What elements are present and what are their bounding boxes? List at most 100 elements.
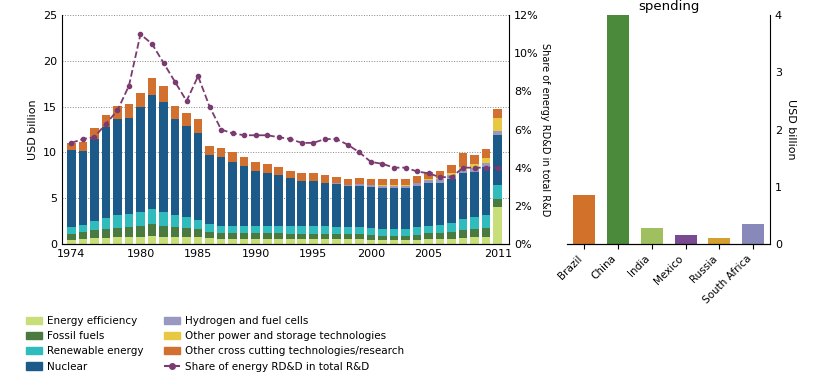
Bar — [102, 229, 110, 239]
Title: 2008 non-IEA country
spending: 2008 non-IEA country spending — [595, 0, 740, 13]
Bar — [493, 135, 501, 185]
Bar — [251, 226, 260, 233]
Bar — [481, 167, 490, 215]
Bar — [125, 104, 133, 118]
Bar — [182, 113, 191, 126]
Bar — [493, 185, 501, 199]
Bar — [355, 184, 363, 186]
Bar — [481, 237, 490, 244]
Bar — [320, 175, 329, 182]
Bar — [136, 107, 145, 212]
Bar — [493, 109, 501, 118]
Bar — [390, 186, 398, 188]
Bar — [182, 126, 191, 217]
Bar — [332, 184, 340, 227]
Bar — [401, 179, 409, 185]
Bar — [263, 173, 271, 226]
Bar — [366, 235, 375, 240]
Bar — [113, 216, 122, 228]
Bar — [707, 238, 729, 244]
Bar — [343, 179, 351, 185]
Bar — [79, 232, 87, 239]
Bar — [170, 237, 179, 244]
Bar — [493, 131, 501, 135]
Bar — [343, 186, 351, 227]
Bar — [263, 164, 271, 173]
Bar — [136, 93, 145, 107]
Bar — [285, 234, 294, 239]
Bar — [285, 178, 294, 226]
Bar — [240, 239, 248, 244]
Bar — [205, 155, 213, 224]
Bar — [390, 229, 398, 235]
Bar — [458, 219, 467, 230]
Bar — [355, 227, 363, 234]
Bar — [423, 226, 433, 233]
Bar — [435, 178, 444, 179]
Bar — [228, 239, 237, 244]
Bar — [674, 235, 696, 244]
Bar — [113, 228, 122, 237]
Bar — [378, 188, 386, 229]
Bar — [194, 120, 202, 133]
Bar — [606, 15, 629, 244]
Bar — [390, 179, 398, 185]
Bar — [240, 226, 248, 233]
Bar — [90, 221, 98, 230]
Bar — [447, 239, 456, 244]
Bar — [102, 218, 110, 229]
Bar — [217, 226, 225, 233]
Bar — [435, 171, 444, 178]
Bar — [217, 233, 225, 239]
Bar — [378, 235, 386, 240]
Bar — [205, 146, 213, 155]
Bar — [320, 226, 329, 234]
Bar — [412, 240, 421, 244]
Bar — [308, 173, 318, 181]
Bar — [343, 227, 351, 234]
Bar — [390, 188, 398, 229]
Bar — [263, 239, 271, 244]
Bar — [423, 171, 433, 179]
Y-axis label: Share of energy RD&D in total R&D: Share of energy RD&D in total R&D — [539, 43, 549, 216]
Bar — [401, 240, 409, 244]
Bar — [285, 239, 294, 244]
Bar — [79, 225, 87, 232]
Bar — [401, 235, 409, 240]
Bar — [390, 240, 398, 244]
Bar — [470, 164, 478, 168]
Bar — [147, 95, 156, 209]
Bar — [378, 186, 386, 188]
Bar — [481, 149, 490, 158]
Bar — [378, 229, 386, 235]
Bar — [366, 179, 375, 185]
Bar — [355, 178, 363, 184]
Bar — [343, 234, 351, 239]
Bar — [285, 226, 294, 234]
Bar — [297, 173, 306, 181]
Bar — [320, 182, 329, 226]
Bar — [412, 235, 421, 240]
Bar — [170, 216, 179, 227]
Bar — [125, 237, 133, 244]
Bar — [493, 199, 501, 207]
Bar — [401, 185, 409, 186]
Bar — [458, 173, 467, 219]
Bar — [378, 185, 386, 186]
Bar — [182, 228, 191, 237]
Bar — [447, 165, 456, 173]
Bar — [355, 234, 363, 239]
Bar — [412, 182, 421, 184]
Bar — [423, 239, 433, 244]
Bar — [170, 227, 179, 237]
Bar — [182, 237, 191, 244]
Bar — [240, 233, 248, 239]
Bar — [125, 227, 133, 237]
Bar — [159, 226, 168, 237]
Bar — [194, 220, 202, 229]
Bar — [423, 233, 433, 239]
Bar — [217, 148, 225, 157]
Bar — [401, 186, 409, 188]
Bar — [125, 118, 133, 214]
Bar — [435, 182, 444, 225]
